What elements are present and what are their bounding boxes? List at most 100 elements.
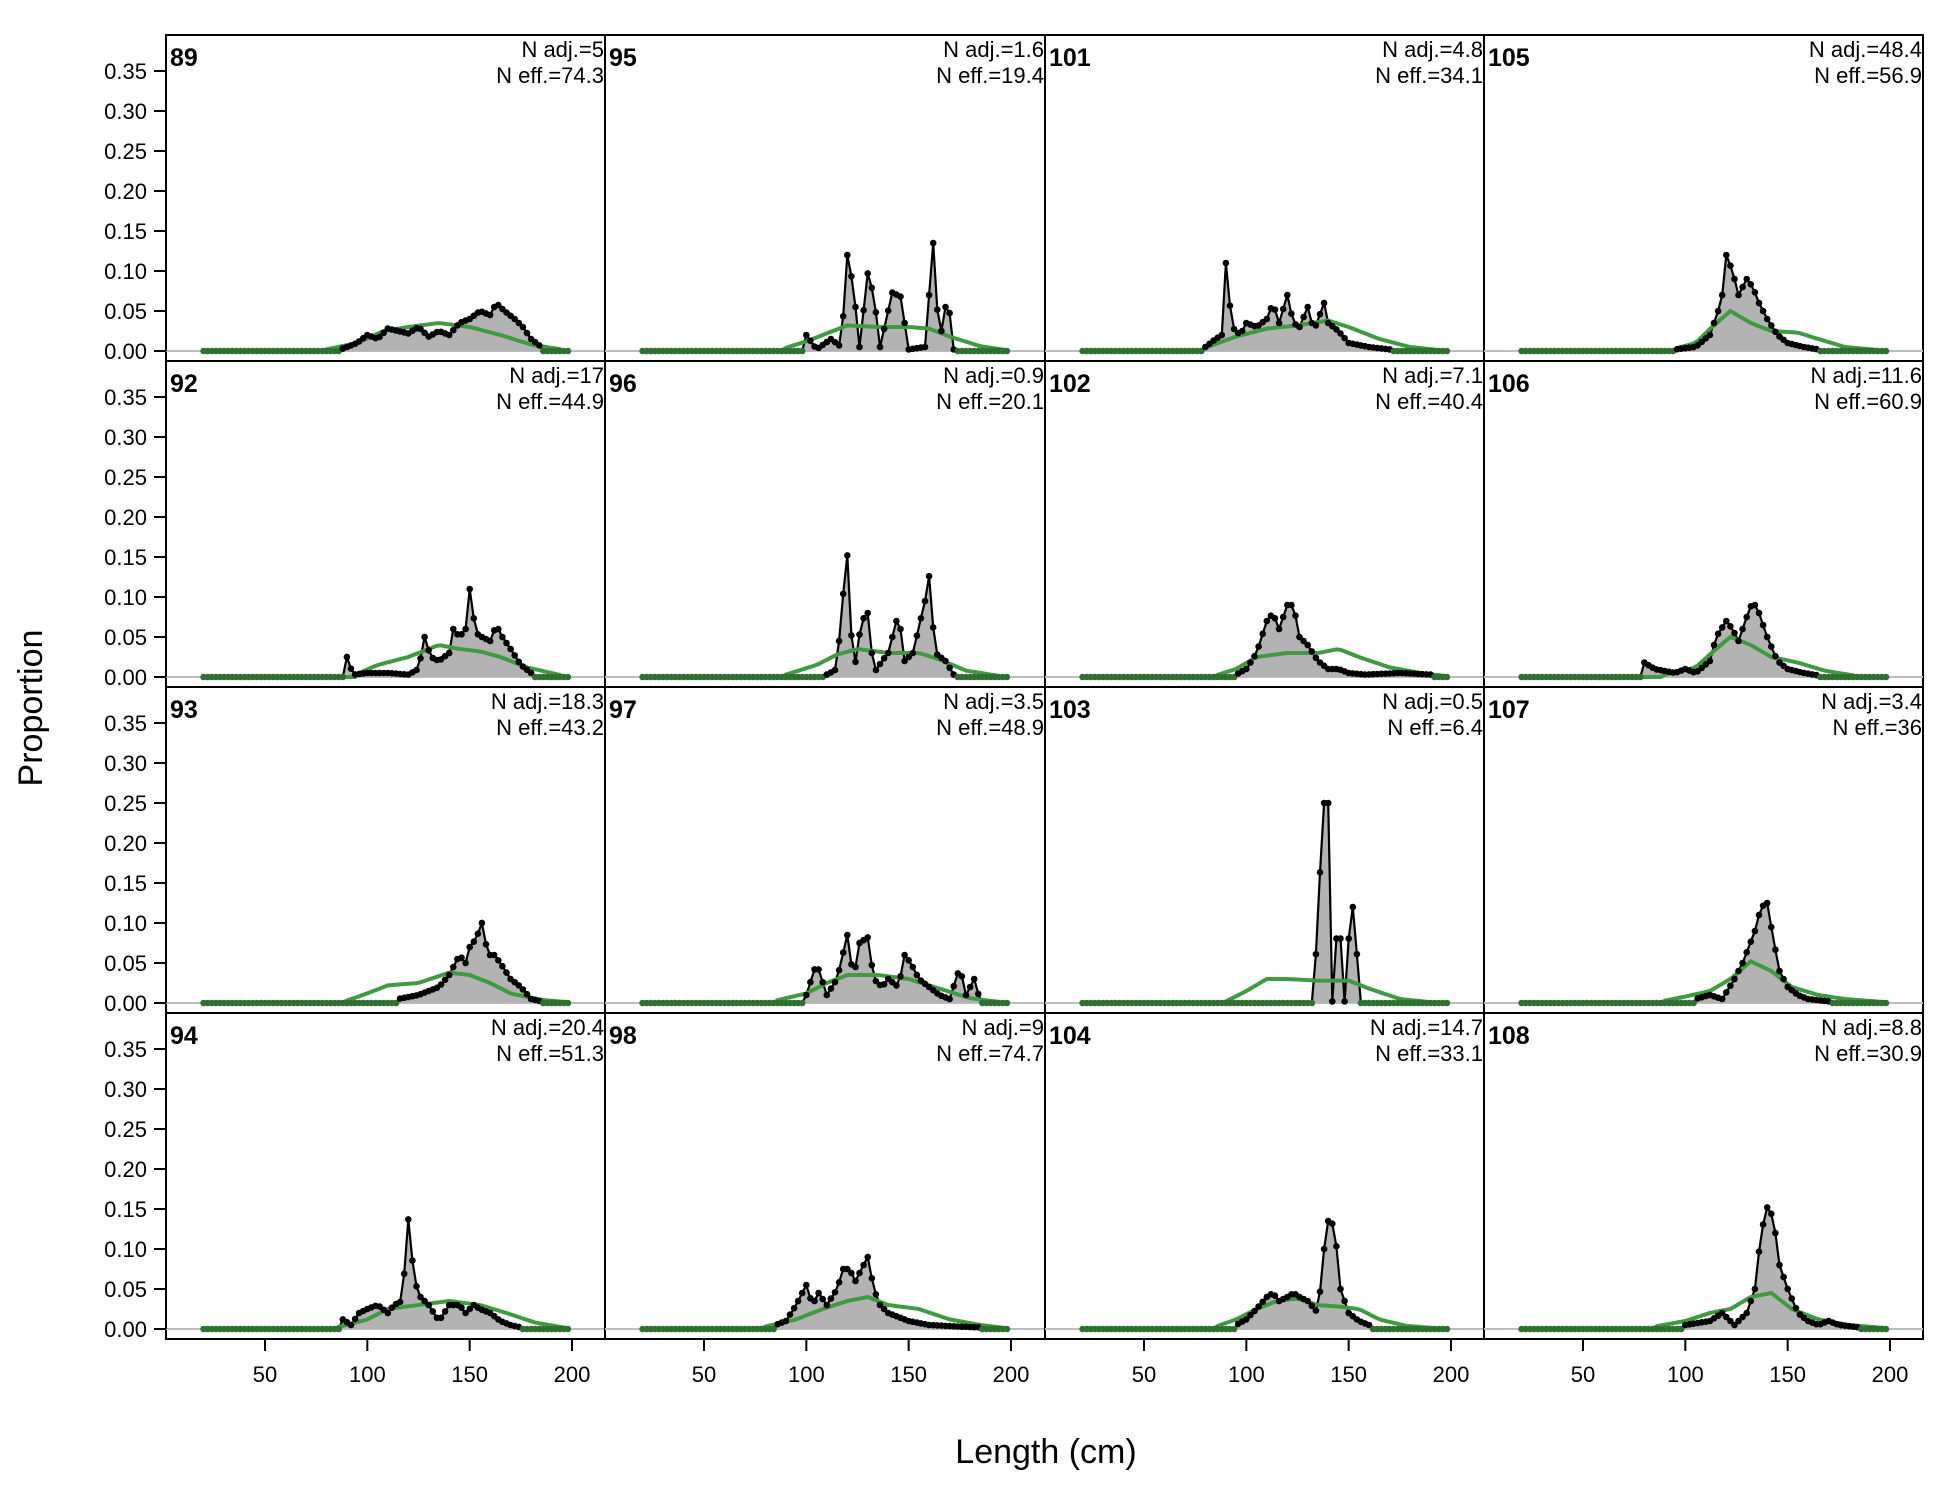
observed-point bbox=[921, 597, 929, 605]
observed-point bbox=[975, 990, 982, 998]
observed-point bbox=[1743, 1309, 1750, 1317]
observed-point bbox=[798, 999, 806, 1007]
observed-point bbox=[1288, 310, 1295, 318]
observed-point bbox=[499, 962, 506, 970]
observed-point bbox=[1238, 327, 1246, 335]
observed-point bbox=[384, 1309, 392, 1317]
observed-point bbox=[1324, 799, 1332, 807]
observed-point bbox=[934, 306, 941, 314]
n-adj-label: N adj.=0.5 bbox=[1382, 689, 1483, 714]
observed-point bbox=[786, 1311, 794, 1318]
observed-point bbox=[880, 981, 888, 988]
observed-point bbox=[1349, 903, 1357, 911]
observed-point bbox=[1275, 319, 1283, 327]
n-eff-label: N eff.=19.4 bbox=[936, 63, 1044, 88]
observed-point bbox=[868, 649, 876, 657]
observed-point bbox=[860, 615, 867, 622]
observed-point bbox=[466, 1305, 474, 1313]
observed-point bbox=[1230, 1325, 1238, 1333]
observed-point bbox=[1292, 612, 1299, 619]
observed-point bbox=[515, 658, 523, 666]
observed-point bbox=[1731, 275, 1738, 283]
observed-point bbox=[1279, 613, 1287, 621]
observed-point bbox=[495, 301, 502, 309]
observed-area bbox=[1082, 263, 1447, 351]
observed-point bbox=[495, 957, 502, 964]
y-tick-label: 0.25 bbox=[104, 139, 147, 164]
n-adj-label: N adj.=48.4 bbox=[1809, 37, 1922, 62]
n-adj-label: N adj.=7.1 bbox=[1382, 363, 1483, 388]
n-eff-label: N eff.=6.4 bbox=[1387, 715, 1483, 740]
observed-point bbox=[1337, 935, 1344, 942]
y-tick-label: 0.35 bbox=[104, 59, 147, 84]
x-axis-title: Length (cm) bbox=[955, 1433, 1136, 1471]
observed-point bbox=[499, 633, 506, 641]
y-tick-label: 0.30 bbox=[104, 425, 147, 450]
panel-label: 97 bbox=[609, 696, 637, 724]
y-tick-label: 0.05 bbox=[104, 625, 147, 650]
n-adj-label: N adj.=1.6 bbox=[943, 37, 1044, 62]
observed-point bbox=[1718, 624, 1726, 631]
observed-area bbox=[1082, 605, 1447, 677]
observed-point bbox=[823, 1301, 831, 1309]
observed-point bbox=[437, 1314, 445, 1322]
observed-point bbox=[421, 1297, 428, 1305]
observed-point bbox=[1443, 1325, 1451, 1333]
observed-point bbox=[1226, 302, 1234, 310]
observed-point bbox=[425, 1301, 433, 1309]
n-eff-label: N eff.=51.3 bbox=[496, 1041, 604, 1066]
y-tick-label: 0.25 bbox=[104, 1117, 147, 1142]
observed-point bbox=[831, 978, 839, 986]
panel-94: 94 N adj.=20.4N eff.=51.3 bbox=[165, 1012, 606, 1340]
n-eff-label: N eff.=74.3 bbox=[496, 63, 604, 88]
observed-point bbox=[1316, 310, 1324, 318]
n-adj-label: N adj.=4.8 bbox=[1382, 37, 1483, 62]
observed-point bbox=[1739, 959, 1746, 967]
observed-point bbox=[445, 649, 453, 657]
observed-point bbox=[856, 343, 863, 351]
observed-point bbox=[1743, 275, 1750, 283]
n-adj-label: N adj.=9 bbox=[961, 1015, 1044, 1040]
observed-point bbox=[1329, 1220, 1336, 1227]
observed-point bbox=[860, 1261, 867, 1269]
observed-point bbox=[1312, 1307, 1320, 1314]
observed-point bbox=[835, 1279, 843, 1286]
panel-101: 101 N adj.=4.8N eff.=34.1 bbox=[1044, 34, 1485, 362]
observed-point bbox=[1300, 637, 1307, 645]
observed-point bbox=[852, 1277, 859, 1285]
n-adj-label: N adj.=18.3 bbox=[491, 689, 604, 714]
observed-point bbox=[942, 657, 949, 665]
observed-point bbox=[848, 632, 855, 639]
x-tick-label: 200 bbox=[1433, 1362, 1470, 1387]
panel-104: 104 N adj.=14.7N eff.=33.1 bbox=[1044, 1012, 1485, 1340]
observed-point bbox=[839, 590, 847, 598]
observed-point bbox=[876, 1301, 884, 1309]
observed-point bbox=[1759, 621, 1767, 629]
observed-point bbox=[1772, 946, 1779, 953]
x-tick-label: 100 bbox=[1228, 1362, 1265, 1387]
observed-point bbox=[782, 1317, 790, 1325]
observed-point bbox=[1312, 654, 1320, 662]
y-tick-label: 0.30 bbox=[104, 1077, 147, 1102]
observed-point bbox=[1003, 347, 1011, 355]
observed-point bbox=[1259, 1298, 1266, 1306]
observed-point bbox=[470, 938, 478, 945]
observed-point bbox=[835, 342, 843, 349]
observed-point bbox=[495, 625, 502, 633]
observed-point bbox=[1304, 641, 1311, 649]
y-tick-label: 0.20 bbox=[104, 179, 147, 204]
observed-point bbox=[798, 1289, 806, 1297]
observed-point bbox=[1743, 949, 1750, 956]
observed-point bbox=[852, 303, 859, 311]
observed-point bbox=[1222, 259, 1230, 267]
observed-point bbox=[466, 943, 474, 951]
observed-point bbox=[1677, 1325, 1685, 1333]
observed-point bbox=[486, 311, 494, 319]
observed-point bbox=[1243, 1316, 1250, 1323]
observed-point bbox=[1727, 982, 1734, 989]
n-eff-label: N eff.=48.9 bbox=[936, 715, 1044, 740]
observed-point bbox=[376, 333, 383, 341]
observed-point bbox=[1341, 334, 1348, 342]
observed-point bbox=[831, 1288, 839, 1296]
observed-point bbox=[392, 999, 400, 1007]
